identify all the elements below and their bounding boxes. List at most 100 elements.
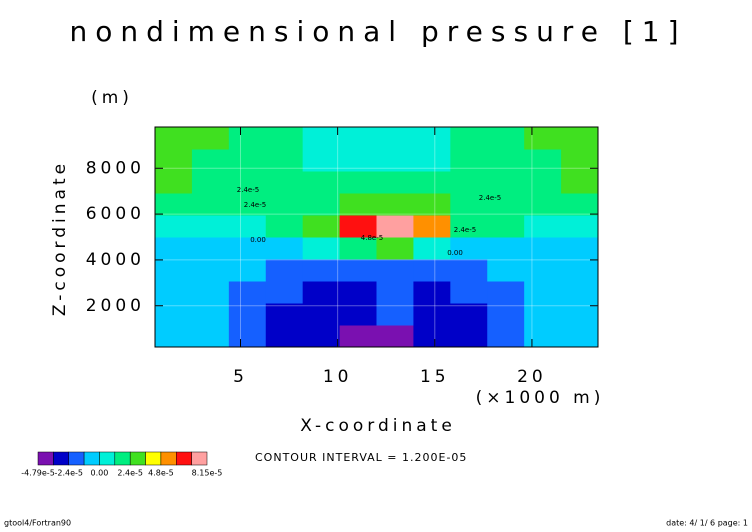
contour-cell [376, 171, 414, 194]
x-tick-label: 10 [323, 367, 353, 387]
contour-cell [561, 259, 599, 282]
contour-cell [524, 193, 562, 216]
contour-cell [450, 215, 488, 238]
contour-cell [413, 281, 451, 304]
contour-interval: CONTOUR INTERVAL = 1.200E-05 [255, 451, 467, 464]
colorbar-swatch [83, 451, 100, 466]
contour-cell [376, 259, 414, 282]
contour-cell [265, 237, 304, 260]
contour-cell [561, 193, 599, 216]
contour-cell [302, 303, 341, 326]
contour-cell [265, 171, 304, 194]
contour-cell [339, 259, 377, 282]
contour-cell [155, 237, 193, 260]
contour-cell [228, 215, 267, 238]
colorbar-label: 0.00 [91, 469, 109, 478]
contour-cell [155, 149, 193, 172]
contour-label: 2.4e-5 [244, 201, 266, 209]
y-axis-label: Z-coordinate [50, 160, 70, 316]
plot-frame [154, 126, 599, 348]
contour-cell [376, 215, 414, 238]
contour-cell [191, 215, 230, 238]
contour-cell [302, 127, 341, 150]
contour-cell [339, 193, 377, 216]
contour-cell [561, 171, 599, 194]
contour-cell [450, 303, 488, 326]
colorbar-label: 2.4e-5 [117, 469, 143, 478]
contour-cell [487, 237, 525, 260]
contour-cell [339, 149, 377, 172]
contour-cell [191, 303, 230, 326]
y-tick-label: 8000 [86, 158, 145, 178]
colorbar-swatch [129, 451, 146, 466]
contour-cell [339, 325, 377, 348]
contour-cell [450, 325, 488, 348]
contour-cell [413, 325, 451, 348]
contour-label: 0.00 [447, 249, 463, 257]
contour-cell [413, 259, 451, 282]
contour-cell [450, 149, 488, 172]
contour-cell [228, 149, 267, 172]
contour-cell [302, 215, 341, 238]
contour-cell [155, 281, 193, 304]
x-tick-label: 5 [233, 367, 248, 387]
contour-cell [376, 127, 414, 150]
y-tick-label: 2000 [86, 296, 145, 316]
contour-cell [450, 127, 488, 150]
contour-cell [376, 193, 414, 216]
contour-cell [302, 149, 341, 172]
contour-cell [524, 237, 562, 260]
contour-cell [376, 303, 414, 326]
contour-label: 2.4e-5 [237, 186, 259, 194]
contour-cell [302, 237, 341, 260]
contour-cell [524, 127, 562, 150]
contour-cell [524, 303, 562, 326]
contour-cell [228, 171, 267, 194]
contour-cell [487, 259, 525, 282]
colorbar-label: 8.15e-5 [192, 469, 223, 478]
contour-cell [339, 303, 377, 326]
contour-cell [450, 259, 488, 282]
colorbar-swatch [53, 451, 69, 466]
contour-cell [228, 127, 267, 150]
colorbar-swatch [191, 451, 208, 466]
colorbar-label: 4.8e-5 [148, 469, 174, 478]
contour-cell [487, 325, 525, 348]
contour-cell [302, 193, 341, 216]
contour-cell [561, 303, 599, 326]
contour-cell [524, 259, 562, 282]
contour-cell [524, 149, 562, 172]
contour-cell [228, 281, 267, 304]
colorbar-swatch [145, 451, 162, 466]
contour-cell [191, 171, 230, 194]
contour-cell [487, 281, 525, 304]
contour-cell [265, 127, 304, 150]
y-unit: (m) [91, 88, 133, 108]
contour-cell [228, 303, 267, 326]
contour-cell [155, 215, 193, 238]
contour-cell [487, 171, 525, 194]
contour-cell [487, 303, 525, 326]
colorbar-label: -4.79e-5 [21, 469, 55, 478]
contour-cell [450, 281, 488, 304]
contour-cell [228, 237, 267, 260]
contour-cell [265, 303, 304, 326]
contour-cell [302, 171, 341, 194]
colorbar-swatch [114, 451, 131, 466]
contour-cell [487, 215, 525, 238]
contour-cell [524, 325, 562, 348]
contour-cell [265, 193, 304, 216]
x-unit: (×1000 m) [476, 388, 605, 408]
contour-cell [302, 281, 341, 304]
contour-cell [191, 281, 230, 304]
contour-cell [265, 149, 304, 172]
footer-right: date: 4/ 1/ 6 page: 1 [666, 519, 748, 528]
colorbar-swatch [99, 451, 116, 466]
x-tick-label: 15 [420, 367, 450, 387]
contour-cell [413, 127, 451, 150]
contour-cell [413, 171, 451, 194]
contour-cell [524, 171, 562, 194]
contour-label: 0.00 [250, 236, 266, 244]
contour-cell [413, 149, 451, 172]
